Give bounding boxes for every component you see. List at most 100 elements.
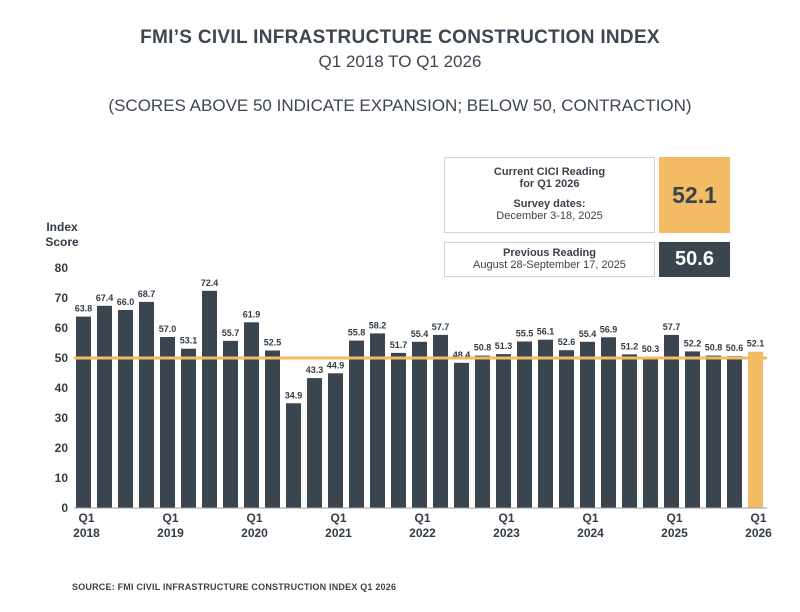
data-label: 55.7 <box>222 328 240 338</box>
bar <box>328 373 343 508</box>
data-label: 48.4 <box>453 350 471 360</box>
bar <box>538 339 553 508</box>
bar <box>580 341 595 508</box>
x-tick-label: Q1 <box>666 511 682 525</box>
data-label: 50.3 <box>642 344 660 354</box>
data-label: 57.0 <box>159 324 177 334</box>
current-reading-value: 52.1 <box>659 157 730 233</box>
data-label: 53.1 <box>180 336 198 346</box>
bar <box>559 350 574 508</box>
data-label: 63.8 <box>75 304 93 314</box>
y-axis-label: Index <box>46 220 78 234</box>
data-label: 57.7 <box>432 322 450 332</box>
x-tick-label: Q1 <box>162 511 178 525</box>
data-label: 52.5 <box>264 338 282 348</box>
bar <box>727 356 742 508</box>
current-reading-box: Current CICI Reading for Q1 2026 Survey … <box>444 157 655 233</box>
data-label: 34.9 <box>285 390 303 400</box>
survey-dates: December 3-18, 2025 <box>496 210 603 222</box>
data-label: 52.2 <box>684 338 702 348</box>
y-tick-label: 60 <box>55 321 69 335</box>
chart-note: (SCORES ABOVE 50 INDICATE EXPANSION; BEL… <box>108 96 692 115</box>
survey-dates-label: Survey dates: <box>513 198 586 210</box>
x-tick-label: 2022 <box>409 526 436 540</box>
bar <box>265 350 280 508</box>
data-label: 61.9 <box>243 309 261 319</box>
data-label: 51.7 <box>390 340 408 350</box>
x-tick-label: Q1 <box>414 511 430 525</box>
previous-reading-dates: August 28-September 17, 2025 <box>473 259 626 271</box>
x-tick-label: Q1 <box>330 511 346 525</box>
chart-subtitle: Q1 2018 TO Q1 2026 <box>318 52 482 71</box>
y-tick-label: 80 <box>55 261 69 275</box>
bar <box>664 334 679 508</box>
previous-reading-box: Previous Reading August 28-September 17,… <box>444 242 655 277</box>
bar <box>139 301 154 508</box>
bar <box>202 290 217 508</box>
bar <box>391 352 406 508</box>
bar <box>475 355 490 508</box>
data-label: 52.1 <box>747 339 765 349</box>
bar <box>706 355 721 508</box>
x-tick-label: Q1 <box>246 511 262 525</box>
bar <box>622 354 637 508</box>
bar <box>370 333 385 508</box>
current-reading-period: for Q1 2026 <box>519 178 580 190</box>
x-tick-label: Q1 <box>750 511 766 525</box>
y-tick-label: 0 <box>61 501 68 515</box>
bar <box>412 341 427 508</box>
bar <box>286 403 301 508</box>
data-label: 56.9 <box>600 324 618 334</box>
x-tick-label: 2018 <box>73 526 100 540</box>
bar <box>307 378 322 508</box>
data-label: 50.8 <box>474 343 492 353</box>
x-tick-label: 2020 <box>241 526 268 540</box>
bar <box>244 322 259 508</box>
data-label: 72.4 <box>201 278 219 288</box>
chart-title: FMI’S CIVIL INFRASTRUCTURE CONSTRUCTION … <box>140 27 660 48</box>
data-label: 51.2 <box>621 341 639 351</box>
bar <box>97 305 112 508</box>
data-label: 43.3 <box>306 365 324 375</box>
data-label: 44.9 <box>327 360 345 370</box>
bar <box>643 357 658 508</box>
y-tick-label: 10 <box>55 471 69 485</box>
data-label: 55.4 <box>411 329 429 339</box>
previous-reading-label: Previous Reading <box>503 247 596 259</box>
x-tick-label: Q1 <box>498 511 514 525</box>
previous-reading-value: 50.6 <box>659 242 730 277</box>
data-label: 67.4 <box>96 293 114 303</box>
y-tick-label: 30 <box>55 411 69 425</box>
bar <box>118 310 133 508</box>
data-label: 56.1 <box>537 327 555 337</box>
bar <box>601 337 616 508</box>
data-label: 51.3 <box>495 341 513 351</box>
current-reading-label: Current CICI Reading <box>493 166 606 178</box>
data-label: 66.0 <box>117 297 135 307</box>
bar <box>160 337 175 508</box>
data-label: 50.8 <box>705 343 723 353</box>
data-label: 57.7 <box>663 322 681 332</box>
data-label: 55.8 <box>348 328 366 338</box>
bar <box>685 351 700 508</box>
y-axis-label: Score <box>45 235 79 249</box>
bar-highlight <box>748 351 763 508</box>
x-tick-label: 2024 <box>577 526 604 540</box>
x-tick-label: Q1 <box>582 511 598 525</box>
bar <box>433 334 448 508</box>
y-tick-label: 40 <box>55 381 69 395</box>
bar <box>454 362 469 508</box>
x-tick-label: 2025 <box>661 526 688 540</box>
source-note: SOURCE: FMI CIVIL INFRASTRUCTURE CONSTRU… <box>72 582 397 592</box>
data-label: 50.6 <box>726 343 744 353</box>
data-label: 52.6 <box>558 337 576 347</box>
x-tick-label: 2026 <box>745 526 772 540</box>
bar <box>517 341 532 508</box>
x-tick-label: 2019 <box>157 526 184 540</box>
bar <box>76 316 91 508</box>
data-label: 68.7 <box>138 289 156 299</box>
y-tick-label: 50 <box>55 351 69 365</box>
bar <box>223 340 238 508</box>
bar <box>349 340 364 508</box>
